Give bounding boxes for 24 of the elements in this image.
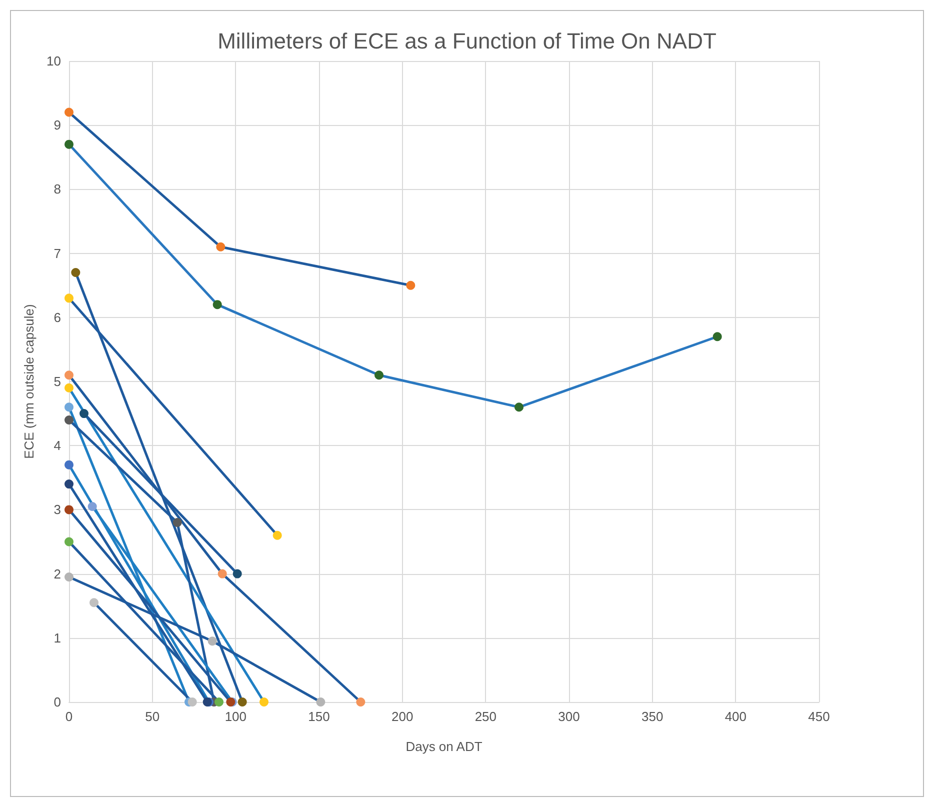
y-tick-label: 5 <box>54 374 61 389</box>
x-tick-label: 250 <box>474 709 497 724</box>
y-tick-label: 8 <box>54 182 61 197</box>
x-tick-label: 50 <box>145 709 160 724</box>
chart-title: Millimeters of ECE as a Function of Time On NADT <box>218 28 716 54</box>
y-tick-label: 10 <box>46 54 61 68</box>
x-tick-label: 350 <box>641 709 664 724</box>
x-tick-label: 200 <box>391 709 414 724</box>
y-tick-label: 1 <box>54 630 61 646</box>
x-tick-label: 400 <box>724 709 747 724</box>
x-axis-title: Days on ADT <box>406 739 482 754</box>
x-tick-label: 300 <box>558 709 580 724</box>
y-tick-label: 2 <box>54 566 61 582</box>
x-tick-label: 150 <box>308 709 330 724</box>
y-tick-label: 4 <box>54 438 61 454</box>
x-tick-label: 100 <box>224 709 247 724</box>
x-tick-label: 450 <box>808 709 830 724</box>
y-tick-label: 3 <box>54 502 61 518</box>
y-tick-label: 0 <box>54 694 61 710</box>
y-axis-title: ECE (mm outside capsule) <box>22 304 37 459</box>
y-tick-label: 6 <box>54 310 61 325</box>
y-tick-label: 9 <box>54 118 61 133</box>
x-tick-label: 0 <box>65 709 73 724</box>
y-tick-label: 7 <box>54 246 61 261</box>
